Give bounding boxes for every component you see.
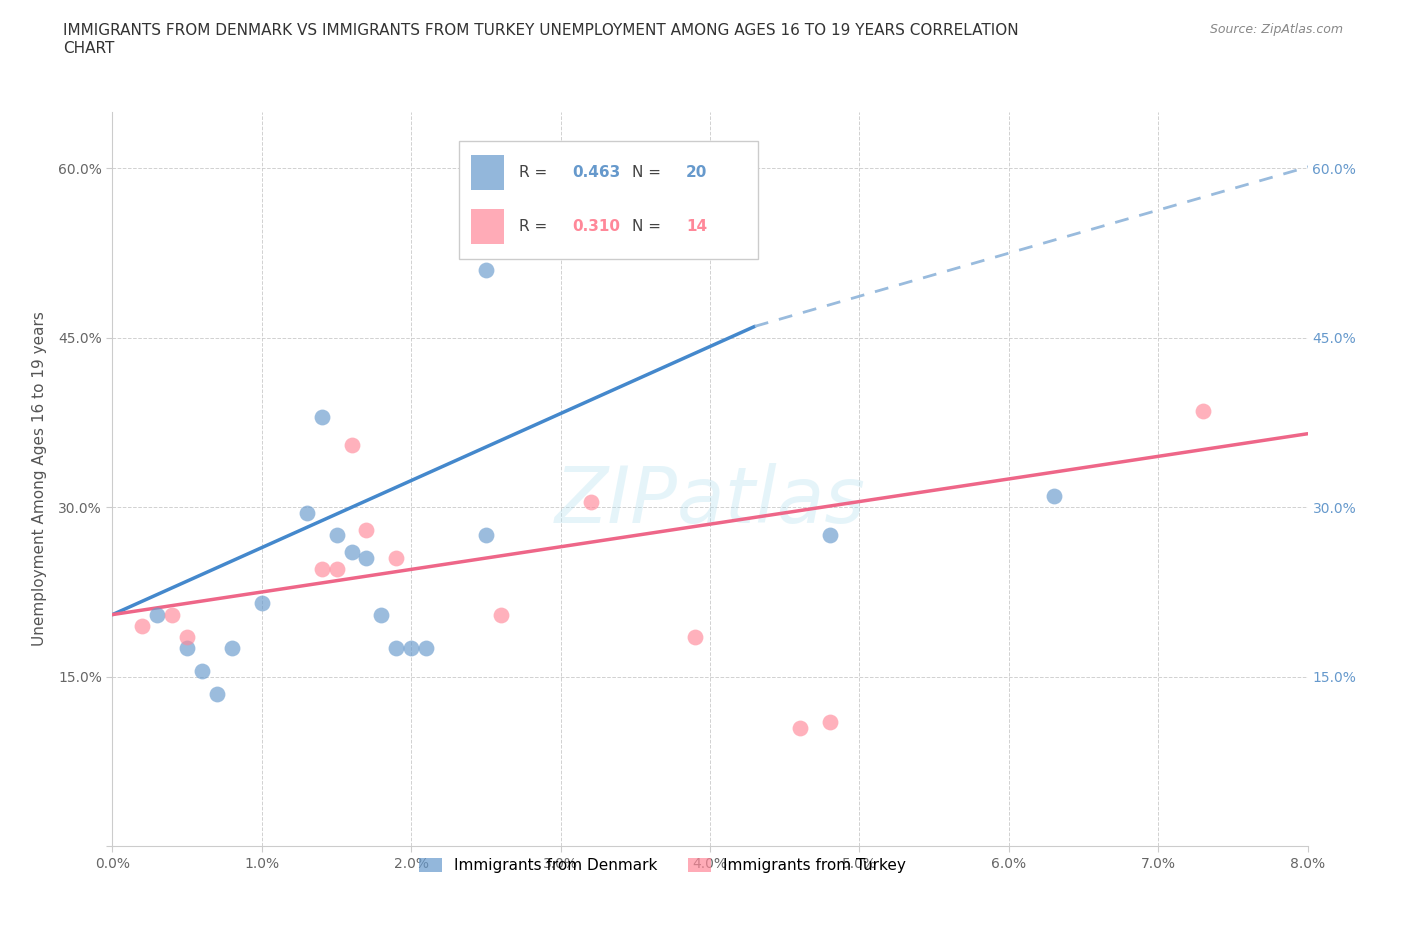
Point xyxy=(146,607,169,622)
Point xyxy=(221,641,243,656)
Point xyxy=(818,714,841,729)
Legend: Immigrants from Denmark, Immigrants from Turkey: Immigrants from Denmark, Immigrants from… xyxy=(412,852,912,879)
Point xyxy=(250,596,273,611)
Point xyxy=(401,641,423,656)
Point xyxy=(385,551,408,565)
Point xyxy=(356,551,378,565)
Point xyxy=(475,528,498,543)
Point xyxy=(683,630,706,644)
Text: IMMIGRANTS FROM DENMARK VS IMMIGRANTS FROM TURKEY UNEMPLOYMENT AMONG AGES 16 TO : IMMIGRANTS FROM DENMARK VS IMMIGRANTS FR… xyxy=(63,23,1019,56)
Point xyxy=(475,262,498,277)
Point xyxy=(579,494,602,509)
Point xyxy=(789,720,811,735)
Text: Source: ZipAtlas.com: Source: ZipAtlas.com xyxy=(1209,23,1343,36)
Point xyxy=(191,664,214,679)
Point xyxy=(205,686,228,701)
Point xyxy=(340,545,363,560)
Point xyxy=(176,630,198,644)
Point xyxy=(489,607,512,622)
Point xyxy=(818,528,841,543)
Y-axis label: Unemployment Among Ages 16 to 19 years: Unemployment Among Ages 16 to 19 years xyxy=(32,312,46,646)
Point xyxy=(162,607,183,622)
Point xyxy=(1192,404,1215,418)
Point xyxy=(370,607,392,622)
Point xyxy=(340,438,363,453)
Point xyxy=(311,409,333,424)
Point xyxy=(460,240,482,255)
Point xyxy=(325,562,347,577)
Point xyxy=(131,618,153,633)
Point xyxy=(356,523,378,538)
Point xyxy=(325,528,347,543)
Point xyxy=(295,505,318,520)
Point xyxy=(1042,488,1064,503)
Point xyxy=(415,641,437,656)
Point xyxy=(311,562,333,577)
Point xyxy=(385,641,408,656)
Point xyxy=(176,641,198,656)
Text: ZIPatlas: ZIPatlas xyxy=(554,463,866,539)
